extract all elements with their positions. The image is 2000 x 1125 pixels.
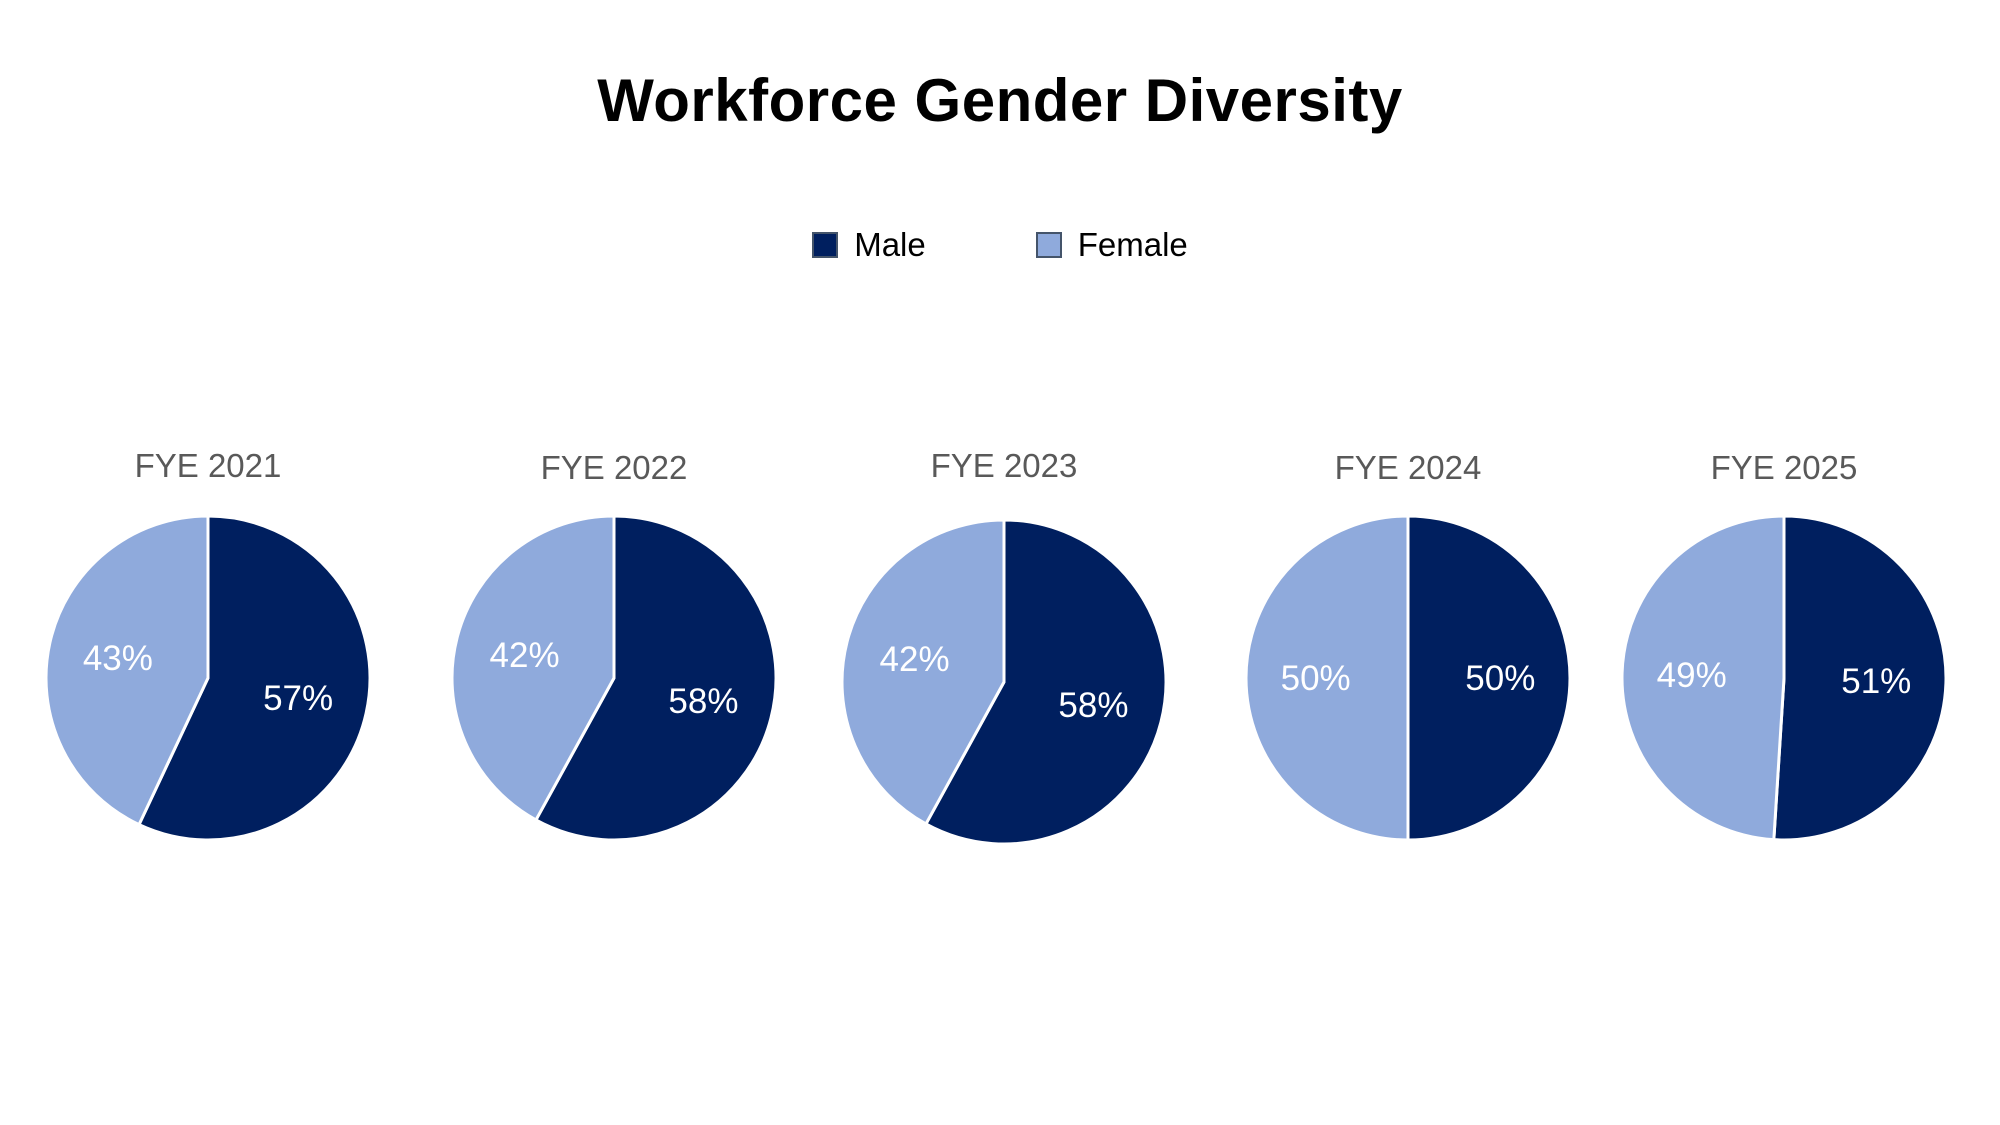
legend: Male Female <box>0 226 2000 264</box>
pie-title-5: FYE 2025 <box>1711 449 1858 486</box>
pie-label-female-2: 42% <box>490 636 560 675</box>
pie-title-1: FYE 2021 <box>135 447 282 484</box>
pie-label-male-1: 57% <box>263 679 333 718</box>
legend-item-female: Female <box>1035 226 1188 264</box>
pie-chart-5: FYE 2025 51% 49% <box>1620 449 1948 842</box>
pie-slice-male-5 <box>1772 514 1948 842</box>
pie-slice-female-3 <box>840 518 1006 826</box>
legend-swatch-male <box>812 232 839 258</box>
legend-label-female: Female <box>1077 226 1188 263</box>
legend-label-male: Male <box>854 226 926 263</box>
pie-chart-2: FYE 2022 58% 42% <box>450 449 778 842</box>
pie-slice-female-2 <box>450 514 616 822</box>
chart-title: Workforce Gender Diversity <box>597 67 1403 134</box>
pie-slice-male-2 <box>534 514 778 842</box>
pie-slice-female-5 <box>1620 514 1786 842</box>
legend-item-male: Male <box>812 226 926 264</box>
pie-slice-male-3 <box>924 518 1168 846</box>
pie-slice-male-4 <box>1406 514 1572 842</box>
pie-chart-3: FYE 2023 58% 42% <box>840 447 1168 846</box>
pie-title-3: FYE 2023 <box>931 447 1078 484</box>
pie-label-female-3: 42% <box>880 640 950 679</box>
pie-title-2: FYE 2022 <box>541 449 688 486</box>
pie-label-male-4: 50% <box>1465 659 1535 698</box>
pie-label-male-3: 58% <box>1058 686 1128 725</box>
pie-label-female-5: 49% <box>1657 656 1727 695</box>
pie-label-male-5: 51% <box>1841 662 1911 701</box>
pie-chart-4: FYE 2024 50% 50% <box>1244 449 1572 842</box>
legend-swatch-female <box>1035 232 1062 258</box>
pie-slice-female-4 <box>1244 514 1410 842</box>
pie-chart-1: FYE 2021 57% 43% <box>44 447 372 842</box>
pie-title-4: FYE 2024 <box>1335 449 1482 486</box>
pie-label-female-4: 50% <box>1281 659 1351 698</box>
pie-slice-male-1 <box>137 514 372 842</box>
pie-label-female-1: 43% <box>83 639 153 678</box>
pie-slice-female-1 <box>44 514 210 827</box>
pie-label-male-2: 58% <box>668 682 738 721</box>
